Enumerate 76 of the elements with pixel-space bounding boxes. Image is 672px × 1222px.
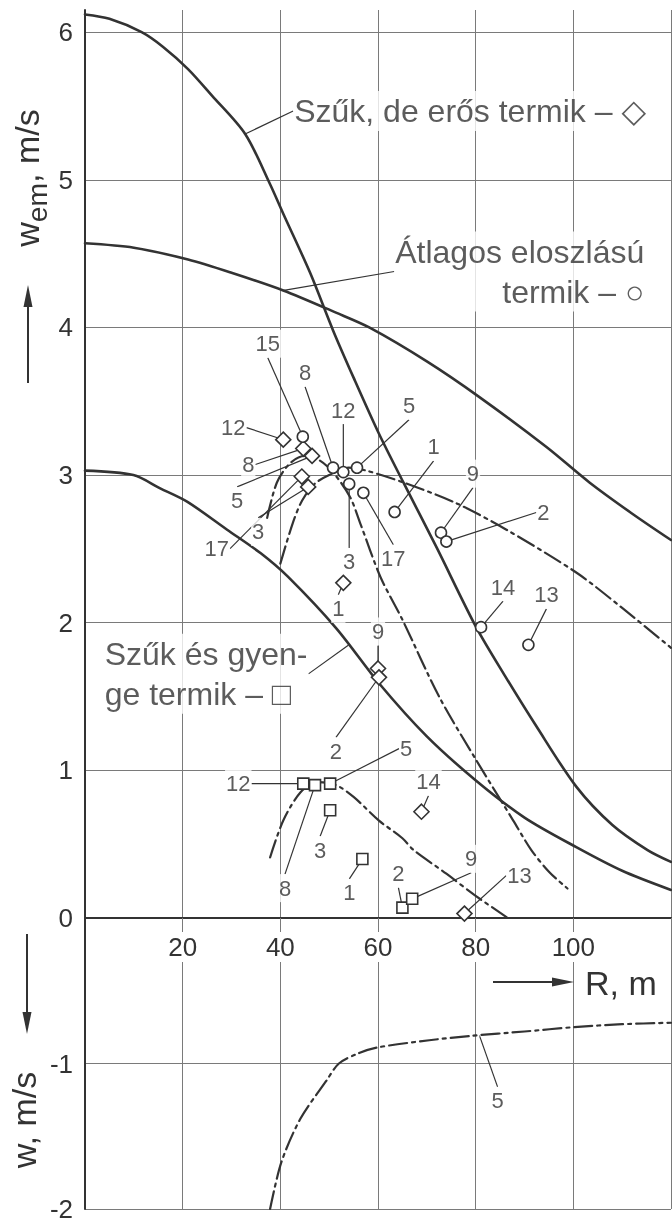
annotation: 2	[392, 861, 405, 887]
point	[405, 892, 419, 906]
point	[299, 478, 317, 496]
y-tick-label: 3	[58, 460, 73, 491]
annotation: 12	[331, 397, 356, 423]
point	[350, 461, 364, 474]
annotation: Szűk és gyen- ge termik – □	[104, 635, 308, 712]
point	[303, 447, 321, 465]
point	[293, 468, 311, 485]
annotation: 9	[371, 618, 385, 644]
annotation: 5	[402, 393, 416, 419]
annotation: 1	[332, 596, 345, 622]
annotation: 2	[537, 500, 550, 526]
line-series	[268, 1021, 672, 1211]
y-tick-label: 2	[58, 607, 73, 638]
annotation: 8	[242, 452, 255, 477]
x-tick-label: 60	[363, 932, 393, 962]
annotation: 3	[252, 519, 265, 545]
x-tick-label: 80	[461, 932, 491, 962]
annotation: 15	[255, 331, 281, 357]
point	[440, 535, 453, 548]
annotation: 17	[204, 536, 230, 562]
annotation: 2	[329, 738, 343, 764]
annotation: 13	[507, 863, 532, 889]
annotation: 5	[230, 488, 244, 514]
point	[296, 430, 310, 443]
x-tick-label: 100	[551, 932, 596, 962]
y-tick-label: -2	[49, 1194, 73, 1222]
annotation: 5	[400, 736, 413, 762]
annotation: 14	[416, 769, 441, 795]
y-tick-label: -1	[49, 1048, 73, 1079]
point	[388, 505, 401, 519]
annotation: 3	[343, 549, 356, 575]
point	[370, 669, 388, 686]
annotation: 13	[534, 582, 559, 608]
point	[294, 440, 312, 457]
point	[434, 526, 448, 539]
annotation: 14	[490, 574, 516, 600]
point	[326, 461, 340, 474]
point	[522, 638, 535, 652]
point	[342, 477, 356, 491]
point	[357, 486, 370, 500]
x-axis-title: R, m	[585, 964, 657, 1002]
point	[274, 431, 292, 448]
y-tick-label: 5	[58, 164, 73, 195]
y-axis-title: w, m/s	[5, 1071, 43, 1169]
annotation: 17	[381, 546, 406, 572]
point	[474, 620, 488, 634]
annotation: Átlagos eloszlású termik – ○	[395, 233, 645, 310]
y-tick-label: 1	[58, 755, 73, 786]
annotation: 9	[466, 461, 480, 487]
point	[356, 852, 369, 866]
annotation: 8	[298, 360, 312, 386]
point	[308, 778, 322, 792]
annotation: 1	[343, 880, 356, 906]
y-tick-label: 0	[58, 903, 73, 933]
y-tick-label: 4	[58, 312, 73, 343]
point	[337, 465, 350, 479]
annotation: 1	[427, 434, 440, 460]
point	[323, 777, 337, 790]
point	[323, 803, 337, 817]
y-tick-label: 6	[58, 17, 73, 48]
x-tick-label: 40	[265, 932, 295, 962]
annotation: Szűk, de erős termik – ◇	[294, 93, 647, 130]
point	[413, 803, 430, 820]
point	[456, 905, 473, 922]
annotation: 3	[314, 837, 327, 863]
annotation: 12	[221, 415, 246, 441]
x-tick-label: 20	[168, 932, 198, 962]
point	[335, 574, 352, 592]
annotation: 9	[465, 846, 478, 872]
annotation: 8	[278, 875, 292, 901]
point	[296, 777, 310, 790]
annotation: 12	[226, 771, 251, 797]
annotation: 5	[491, 1088, 504, 1114]
point	[396, 901, 409, 914]
